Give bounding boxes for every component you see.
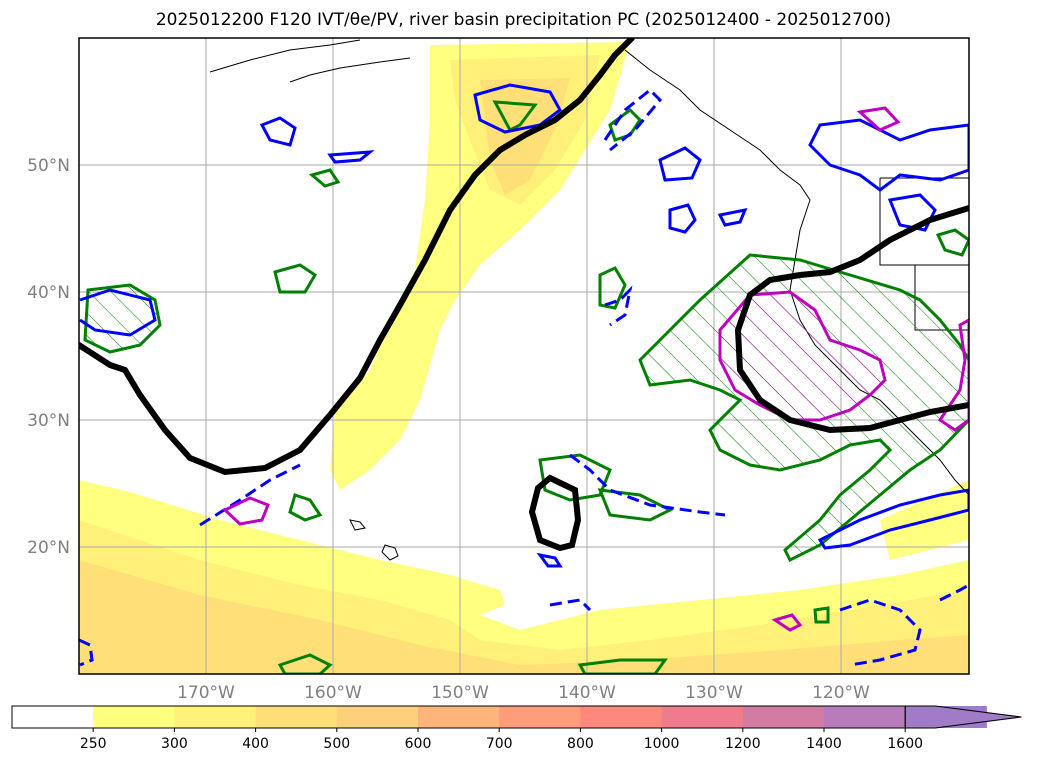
pv-dashed-contours <box>79 87 969 667</box>
colorbar-tick-label: 250 <box>80 736 107 752</box>
map-frame <box>78 37 970 675</box>
lon-label: 140°W <box>558 683 616 703</box>
lon-label: 170°W <box>177 683 235 703</box>
colorbar-segment <box>742 706 825 728</box>
colorbar-segment <box>580 706 663 728</box>
colorbar-segment <box>824 706 906 728</box>
colorbar-segment <box>174 706 257 728</box>
colorbar-tick-label: 300 <box>161 736 188 752</box>
longitude-labels: 170°W 160°W 150°W 140°W 130°W 120°W <box>177 683 870 703</box>
colorbar-tick-label: 1600 <box>887 736 923 752</box>
colorbar-tick-label: 1400 <box>806 736 842 752</box>
colorbar-segment <box>418 706 500 728</box>
theta-e-contours <box>79 38 969 552</box>
colorbar-outline <box>11 705 906 729</box>
map-title: 2025012200 F120 IVT/θe/PV, river basin p… <box>155 10 892 30</box>
colorbar-tick-label: 1200 <box>725 736 761 752</box>
lat-label: 30°N <box>27 411 70 431</box>
lat-label: 20°N <box>27 538 70 558</box>
colorbar: 250 300 400 500 600 700 800 1000 1200 1400 1600 <box>11 705 1022 752</box>
colorbar-tick-label: 600 <box>405 736 432 752</box>
lat-label: 50°N <box>27 156 70 176</box>
colorbar-segment <box>499 706 581 728</box>
ivt-south-core2 <box>79 560 969 674</box>
lat-label: 40°N <box>27 283 70 303</box>
map-plot-area <box>79 38 969 674</box>
lon-label: 130°W <box>685 683 743 703</box>
colorbar-tick-label: 1000 <box>644 736 680 752</box>
colorbar-tick-label: 500 <box>323 736 350 752</box>
colorbar-tick-label: 800 <box>567 736 594 752</box>
colorbar-segment <box>93 706 175 728</box>
lon-label: 150°W <box>431 683 489 703</box>
latitude-labels: 50°N 40°N 30°N 20°N <box>27 156 70 558</box>
lon-label: 160°W <box>304 683 362 703</box>
pv-magenta-contours <box>222 106 969 632</box>
lon-label: 120°W <box>812 683 870 703</box>
colorbar-segment <box>12 706 94 728</box>
colorbar-segment <box>661 706 744 728</box>
colorbar-segment <box>255 706 338 728</box>
colorbar-segment <box>336 706 419 728</box>
colorbar-tick-label: 400 <box>242 736 269 752</box>
colorbar-extend-arrow <box>904 705 1022 729</box>
pv-contours <box>79 83 969 568</box>
colorbar-tick-label: 700 <box>486 736 513 752</box>
